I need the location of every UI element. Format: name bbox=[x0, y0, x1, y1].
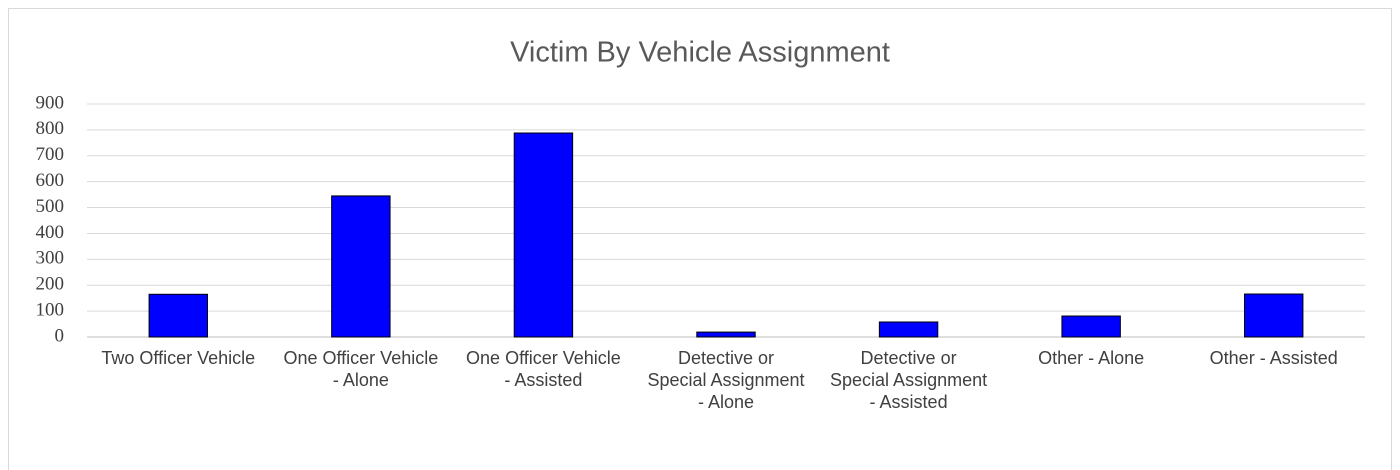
y-tick-label: 200 bbox=[36, 274, 65, 295]
x-tick-label: One Officer Vehicle - Assisted bbox=[466, 348, 621, 390]
y-tick-label: 900 bbox=[36, 92, 65, 113]
y-tick-label: 300 bbox=[36, 248, 65, 269]
bar bbox=[148, 293, 208, 338]
chart-title: Victim By Vehicle Assignment bbox=[510, 37, 890, 69]
y-tick-label: 600 bbox=[36, 170, 65, 191]
x-tick-label: Other - Assisted bbox=[1209, 348, 1338, 368]
bar bbox=[513, 132, 574, 338]
bar bbox=[1061, 315, 1121, 338]
x-tick-label: One Officer Vehicle - Alone bbox=[283, 348, 439, 390]
bar bbox=[1244, 293, 1304, 338]
bar bbox=[331, 195, 391, 338]
y-tick-label: 700 bbox=[36, 144, 65, 165]
y-tick-label: 500 bbox=[36, 196, 65, 217]
bar bbox=[878, 321, 939, 338]
y-tick-label: 100 bbox=[36, 299, 65, 320]
bar bbox=[696, 331, 756, 338]
x-tick-label: Two Officer Vehicle bbox=[101, 348, 256, 368]
y-tick-label: 800 bbox=[36, 118, 65, 139]
x-tick-label: Detective or Special Assignment - Assist… bbox=[830, 348, 988, 412]
chart-border bbox=[8, 8, 1392, 470]
y-tick-label: 400 bbox=[36, 222, 65, 243]
x-tick-label: Other - Alone bbox=[1038, 348, 1145, 368]
x-tick-label: Detective or Special Assignment - Alone bbox=[647, 348, 805, 412]
y-tick-label: 0 bbox=[55, 325, 65, 346]
